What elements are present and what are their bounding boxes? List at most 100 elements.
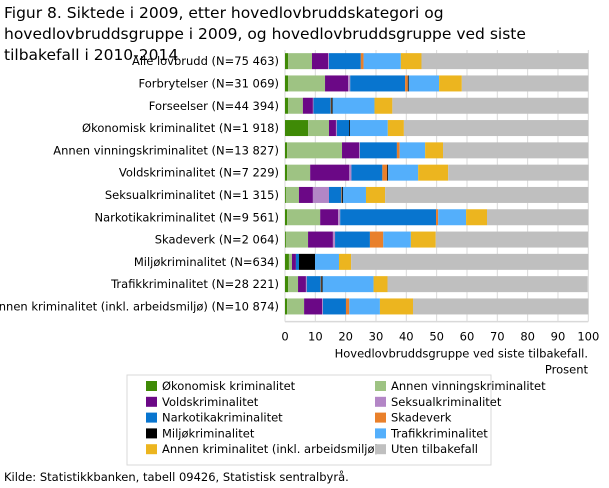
legend-swatch [375,428,386,439]
bar-segment [285,53,289,70]
legend-label: Voldskriminalitet [162,395,259,409]
x-tick-label: 10 [308,330,323,344]
bar-segment [349,164,352,181]
legend-swatch [146,381,157,391]
bar-segment [392,97,589,114]
legend-swatch [146,428,157,439]
bar-segment [388,164,419,181]
legend-swatch [146,412,157,423]
x-tick-label: 40 [399,330,414,344]
bar-segment [305,276,307,293]
x-tick-label: 80 [520,330,535,344]
x-tick-label: 70 [490,330,505,344]
legend-label: Narkotikakriminalitet [162,411,283,425]
bar-segment [439,75,462,92]
bar-segment [330,97,332,114]
bar-segment [335,231,370,248]
category-label: Annen vinningskriminalitet (N=13 827) [53,143,279,157]
bar-segment [320,209,339,226]
bar-segment [332,231,336,248]
bar-segment [486,209,589,226]
bar-segment [403,120,589,137]
bar-segment [407,75,409,92]
bar-segment [295,253,299,270]
bar-segment [322,298,346,315]
bar-segment [338,209,341,226]
legend-label: Trafikkriminalitet [390,426,488,440]
bar-segment [351,253,589,270]
bar-segment [302,97,313,114]
bar-segment [287,298,305,315]
category-label: Skadeverk (N=2 064) [155,233,279,247]
bar-segment [387,120,404,137]
bar-segment [322,276,374,293]
bar-segment [360,53,364,70]
bar-segment [418,164,449,181]
x-axis-title: Hovedlovbruddsgruppe ved siste tilbakefa… [335,347,588,361]
bar-segment [365,186,386,203]
bar-segment [320,276,322,293]
bar-segment [443,142,589,159]
legend-label: Skadeverk [391,411,452,425]
bar-segment [308,120,329,137]
bar-segment [328,120,336,137]
bar-segment [285,186,299,203]
bar-segment [298,186,313,203]
bar-segment [349,120,388,137]
bar-segment [399,142,426,159]
bar-segment [350,75,406,92]
bar-segment [312,186,329,203]
bar-segment [285,209,288,226]
bar-segment [379,298,413,315]
bar-segment [288,276,299,293]
bar-segment [285,164,288,181]
bar-segment [312,97,314,114]
bar-segment [373,276,388,293]
legend-swatch [375,381,386,391]
bar-segment [461,75,589,92]
bar-segment [345,298,350,315]
bar-segment [342,186,366,203]
bar-segment [348,75,351,92]
legend-label: Miljøkriminalitet [162,426,255,440]
category-label: Forbrytelser (N=31 069) [139,76,279,90]
bar-segment [338,253,352,270]
bar-segment [308,231,333,248]
bar-segment [341,186,343,203]
bar-segment [285,298,288,315]
bar-segment [348,120,350,137]
bar-segment [288,253,292,270]
bar-segment [400,53,422,70]
bar-segment [466,209,487,226]
bar-segment [351,164,383,181]
bar-segment [369,231,384,248]
bar-segment [342,186,343,203]
bar-segment [425,142,444,159]
bar-segment [304,298,323,315]
bar-segment [285,276,289,293]
x-tick-label: 90 [551,330,566,344]
legend-swatch [375,396,386,407]
bar-segment [287,142,343,159]
bar-segment [322,298,323,315]
x-axis-title: Prosent [545,363,589,377]
bar-segment [287,164,311,181]
category-label: Forseelser (N=44 394) [149,99,279,113]
bar-segment [408,75,440,92]
bar-segment [335,120,337,137]
bar-segment [448,164,589,181]
category-label: Seksualkriminalitet (N=1 315) [105,188,279,202]
bar-segment [363,53,401,70]
category-label: Annen kriminalitet (inkl. arbeidsmiljø) … [0,299,279,313]
x-tick-label: 30 [369,330,384,344]
bar-segment [310,164,350,181]
bar-segment [342,142,360,159]
x-tick-label: 60 [460,330,475,344]
bar-segment [396,142,400,159]
bar-segment [328,186,342,203]
x-tick-label: 0 [281,330,288,344]
bar-segment [285,120,309,137]
bar-segment [288,97,303,114]
source-note: Kilde: Statistikkbanken, tabell 09426, S… [4,470,349,484]
